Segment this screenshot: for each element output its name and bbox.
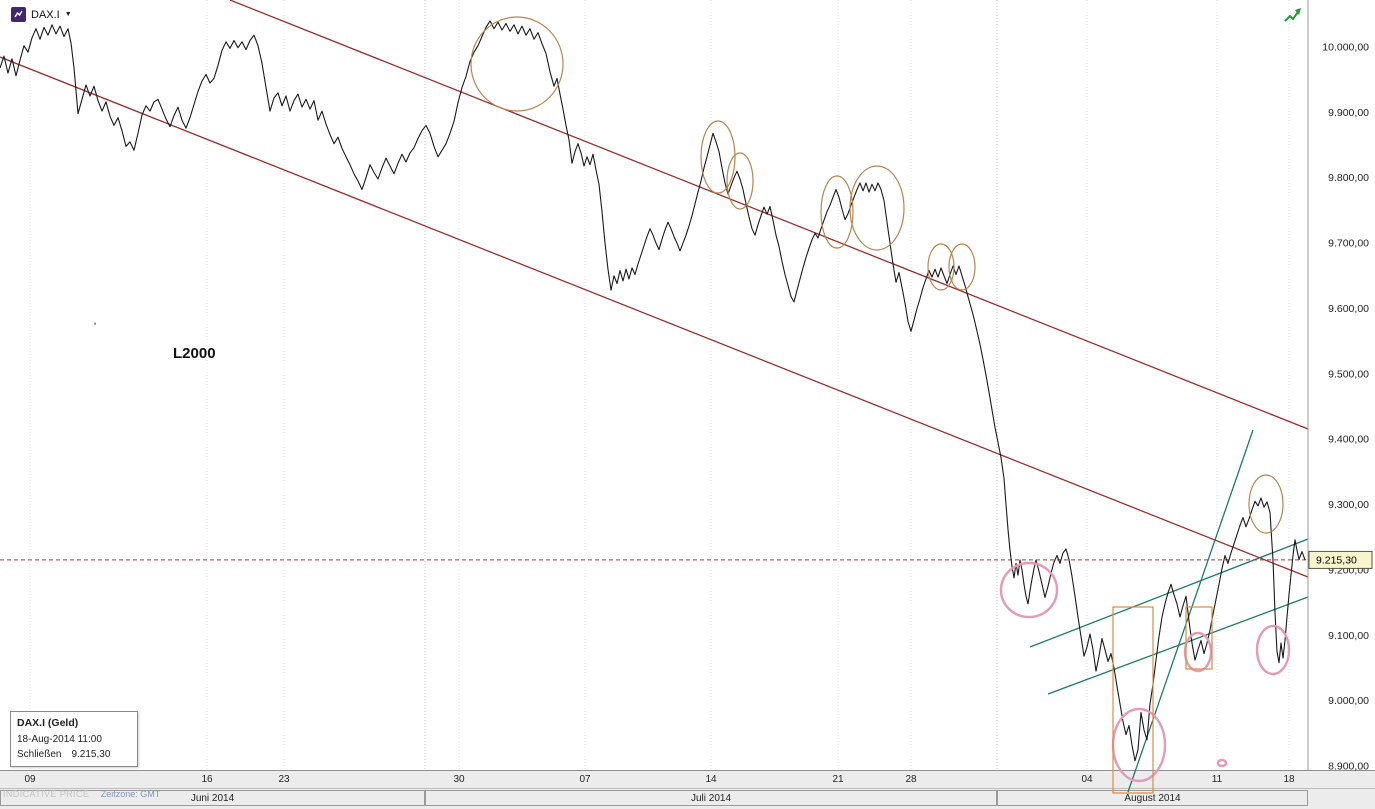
month-section-label: Juni 2014: [0, 790, 425, 806]
chevron-down-icon: ▼: [64, 11, 72, 18]
x-axis-tick-label: 21: [832, 774, 844, 785]
x-axis-tick-label: 14: [705, 774, 717, 785]
support-trendline[interactable]: [1127, 429, 1254, 793]
x-axis-day-strip: 09 16 23 30 07 14 21 28 04 11 18: [0, 770, 1375, 788]
highlight-circle[interactable]: [927, 243, 955, 291]
x-axis-tick-label: 23: [278, 774, 290, 785]
x-axis-tick-label: 04: [1081, 774, 1093, 785]
pink-highlight-circle[interactable]: [999, 561, 1059, 619]
instrument-symbol-label: DAX.I: [31, 8, 60, 21]
trend-channel-line[interactable]: [229, 0, 1309, 430]
gridlines: [29, 0, 1290, 770]
highlight-rect[interactable]: [1112, 606, 1154, 794]
price-axis-label: 9.800,00: [1328, 172, 1369, 184]
month-section-label: Juli 2014: [425, 790, 997, 806]
highlight-circle[interactable]: [948, 243, 976, 291]
chart-text-annotation[interactable]: L2000: [173, 345, 216, 362]
highlight-circles: [470, 16, 1284, 534]
price-axis[interactable]: 10.000,00 9.900,00 9.800,00 9.700,00 9.600,0…: [1307, 0, 1369, 773]
highlight-circle[interactable]: [700, 120, 736, 194]
x-axis-tick-label: 11: [1211, 774, 1223, 785]
support-trendline[interactable]: [1047, 596, 1309, 695]
highlight-circle[interactable]: [470, 16, 564, 112]
x-axis-tick-label: 18: [1283, 774, 1295, 785]
pink-highlight-circle[interactable]: [1111, 707, 1167, 783]
pink-highlight-circle[interactable]: [1183, 631, 1213, 673]
highlight-circle[interactable]: [849, 165, 905, 251]
price-axis-label: 9.300,00: [1328, 499, 1369, 511]
highlight-rect[interactable]: [1185, 606, 1213, 670]
last-price-tag-value: 9.215,30: [1316, 555, 1357, 567]
x-axis-tick-label: 07: [579, 774, 591, 785]
trend-channel: [0, 0, 1309, 578]
indicative-price-label: INDICATIVE PRICE: [3, 789, 90, 799]
trend-channel-line[interactable]: [0, 56, 1309, 578]
data-tooltip: DAX.I (Geld) 18-Aug-2014 11:00 Schließen…: [10, 711, 138, 767]
tooltip-instrument: DAX.I (Geld): [17, 717, 79, 729]
price-axis-label: 9.500,00: [1328, 368, 1369, 380]
tooltip-close-value: 9.215,30: [71, 748, 111, 760]
last-price-tag-box: [1308, 550, 1373, 569]
x-axis-tick-label: 28: [905, 774, 917, 785]
highlight-circle[interactable]: [1248, 474, 1284, 534]
pink-highlight-circle[interactable]: [1216, 758, 1228, 768]
pink-highlight-circle[interactable]: [1255, 624, 1291, 676]
support-trendlines: [1029, 429, 1309, 793]
price-axis-label: 9.700,00: [1328, 238, 1369, 250]
highlight-circle[interactable]: [820, 175, 854, 249]
tooltip-datetime: 18-Aug-2014 11:00: [17, 733, 102, 745]
price-axis-label: 9.400,00: [1328, 434, 1369, 446]
price-axis-label: 9.600,00: [1328, 303, 1369, 315]
chart-text-annotation[interactable]: ': [94, 321, 96, 333]
highlight-rects: [1112, 606, 1213, 794]
tooltip-close-row: Schließen 9.215,30: [17, 747, 131, 762]
x-axis-month-strip: Juni 2014 Juli 2014 August 2014: [0, 788, 1375, 809]
instrument-selector[interactable]: DAX.I ▼: [6, 5, 77, 24]
tooltip-close-label: Schließen: [17, 748, 62, 760]
x-axis-tick-label: 30: [453, 774, 465, 785]
highlight-circle[interactable]: [726, 152, 754, 210]
price-line-series: [0, 20, 1306, 762]
price-axis-label: 9.100,00: [1328, 630, 1369, 642]
price-axis-label: 9.000,00: [1328, 695, 1369, 707]
last-price-tag: 9.215,30: [1308, 550, 1373, 569]
growth-arrow-icon[interactable]: [1283, 6, 1303, 26]
price-axis-label: 9.900,00: [1328, 107, 1369, 119]
x-axis-tick-label: 09: [24, 774, 36, 785]
timezone-label: Zeitzone: GMT: [100, 789, 161, 799]
price-axis-label: 10.000,00: [1322, 42, 1369, 54]
support-trendline[interactable]: [1029, 538, 1309, 648]
instrument-icon: [11, 7, 26, 22]
price-axis-label: 8.900,00: [1328, 761, 1369, 773]
x-axis-tick-label: 16: [201, 774, 213, 785]
status-bar: INDICATIVE PRICE Zeitzone: GMT: [3, 789, 160, 799]
